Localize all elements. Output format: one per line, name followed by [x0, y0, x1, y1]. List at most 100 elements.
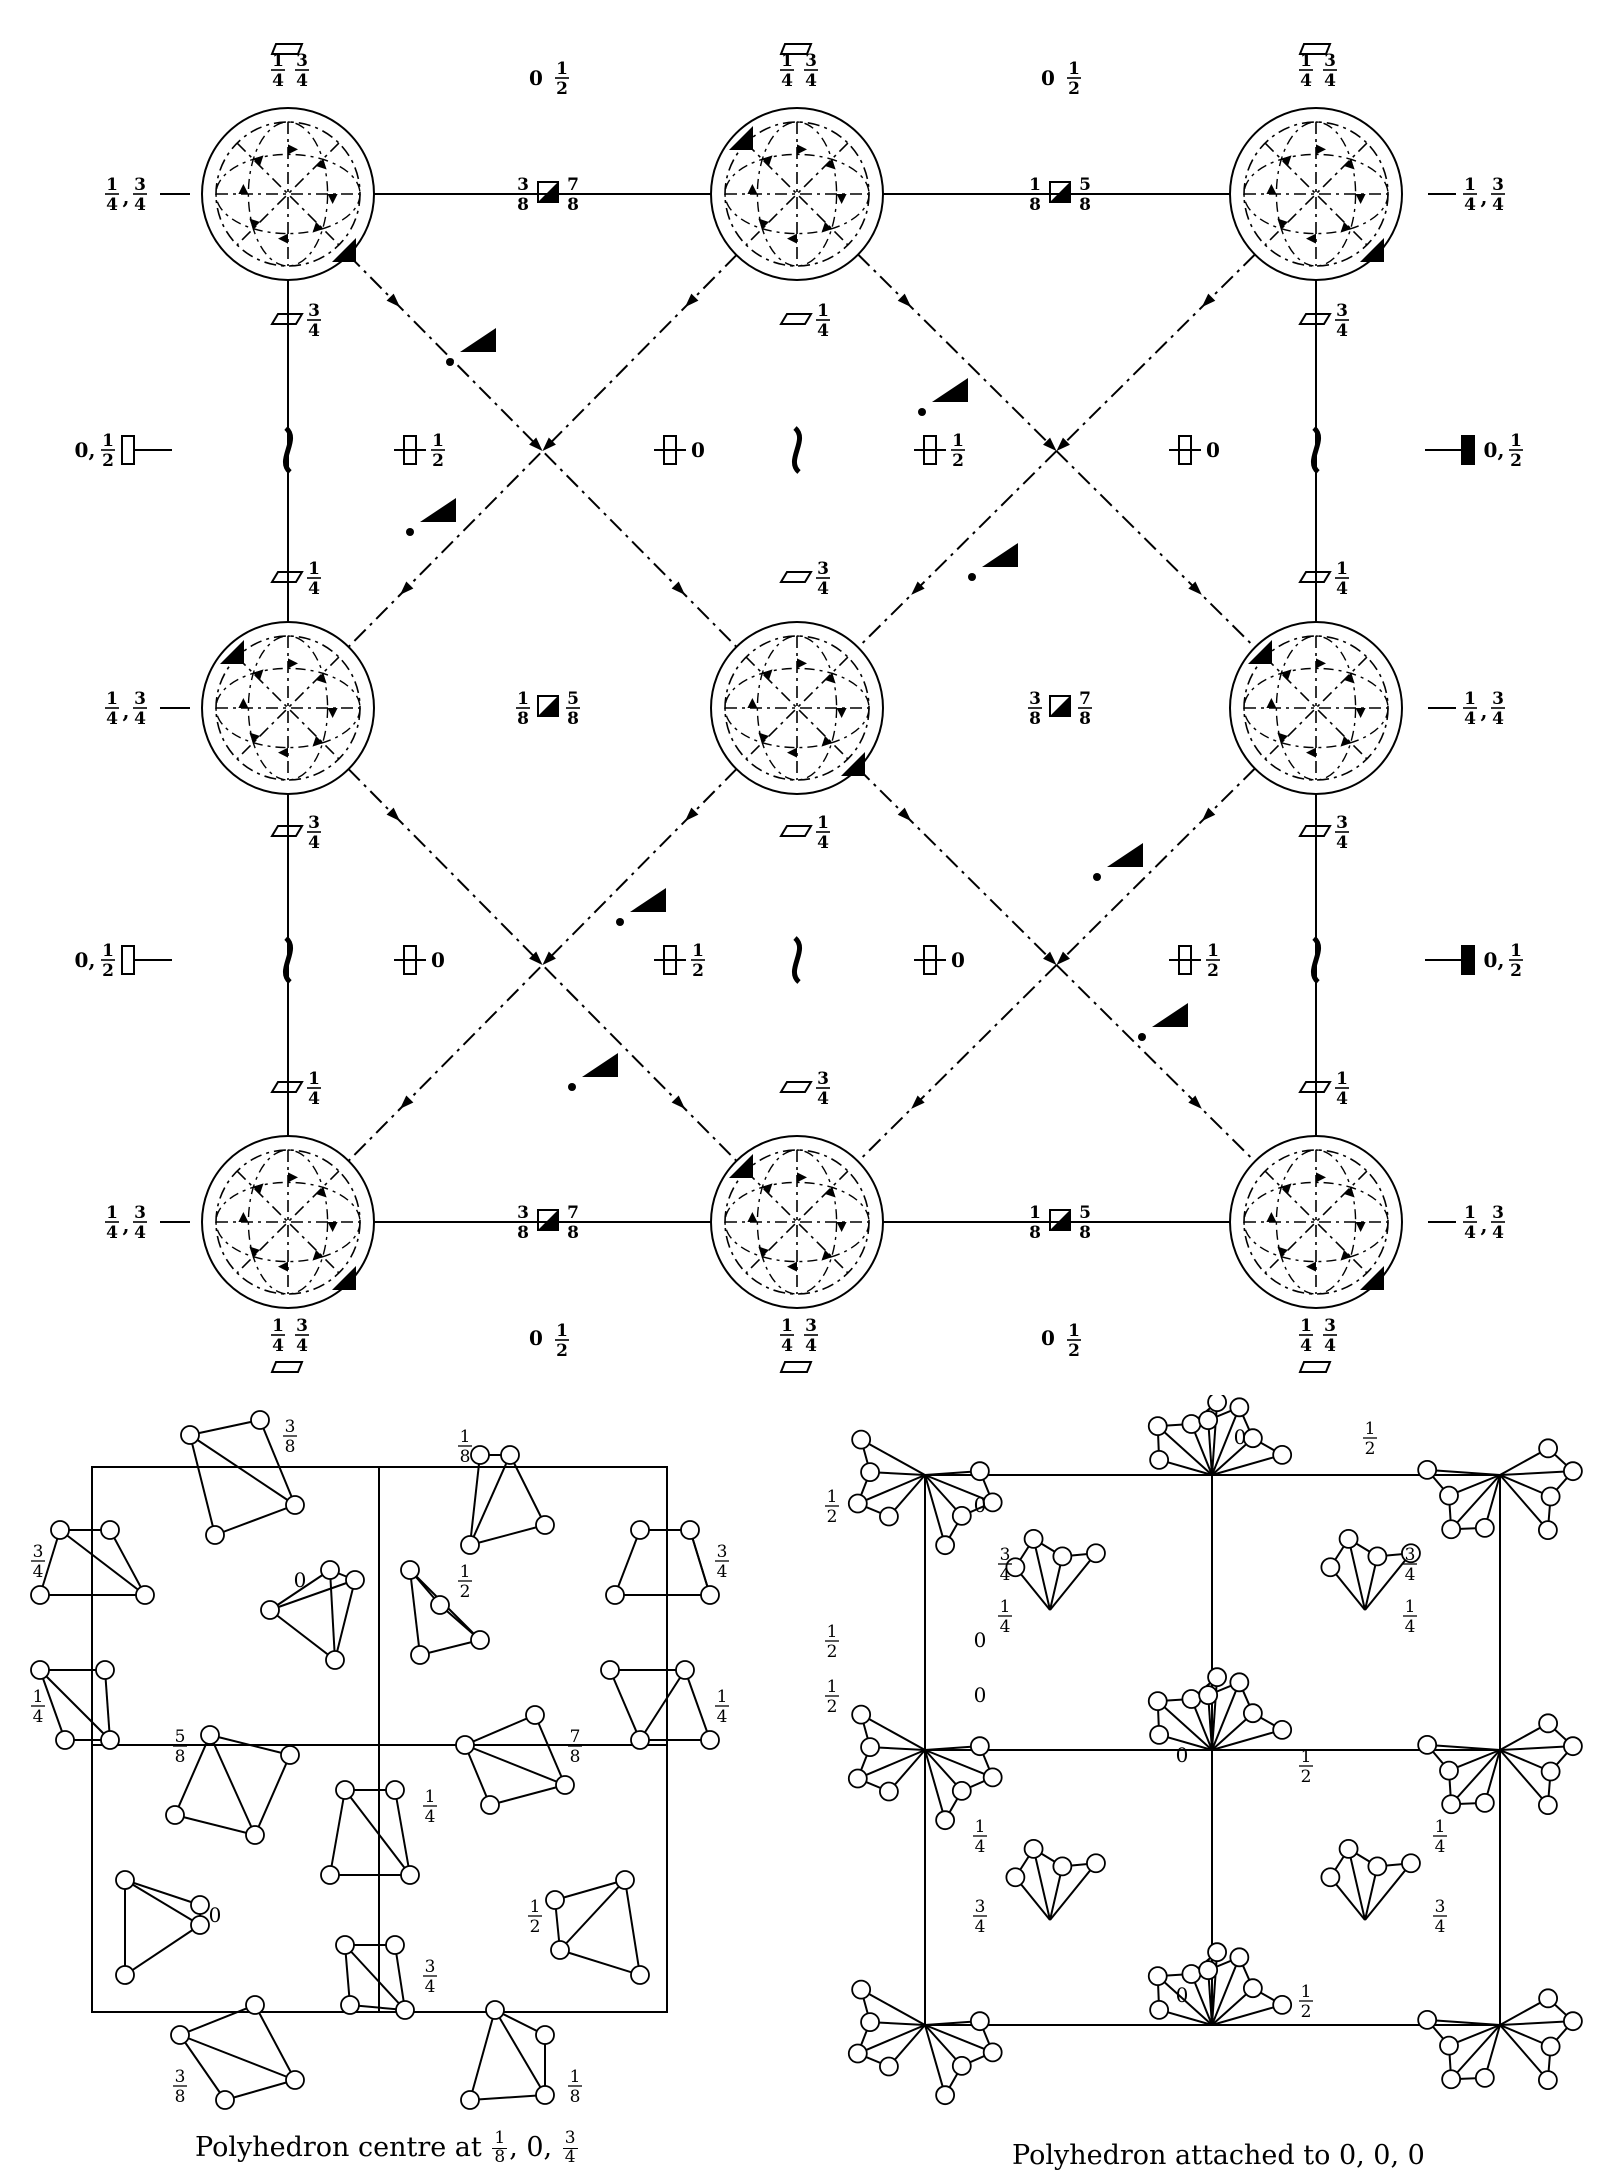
atom: [1229, 1947, 1250, 1968]
atom: [1086, 1853, 1106, 1874]
atom: [1562, 1461, 1583, 1482]
height-label: 34: [816, 559, 830, 599]
mirror-symbol: [1461, 435, 1475, 465]
numerator: 1: [1464, 175, 1476, 195]
stereogram-arrow: [787, 747, 797, 758]
atom: [485, 2000, 505, 2020]
numerator: 1: [530, 1897, 541, 1917]
triangle-marker: [1248, 640, 1272, 664]
attached-polyhedron: [1147, 1942, 1227, 2026]
polyhedron-edge: [1499, 2024, 1549, 2081]
arrow-head: [529, 951, 543, 965]
atom: [600, 1660, 620, 1680]
polyhedron-edge: [1364, 1862, 1412, 1921]
height-label: 34: [31, 1542, 45, 1582]
atom: [951, 2055, 972, 2076]
polyhedron-edge: [1499, 1749, 1549, 1806]
numerator: 1: [827, 1677, 838, 1697]
axis-point: [446, 358, 454, 366]
denominator: 4: [134, 709, 146, 729]
atom: [1207, 1942, 1227, 1963]
denominator: 2: [827, 1642, 838, 1662]
denominator: 8: [567, 709, 579, 729]
denominator: 4: [817, 579, 829, 599]
comma: ,: [1481, 1213, 1488, 1237]
height-value: 0: [294, 1568, 307, 1592]
octahedron-chain: [180, 1410, 305, 1545]
atom: [320, 1865, 340, 1885]
stereogram-arrow: [288, 1172, 298, 1183]
numerator: 3: [1492, 689, 1504, 709]
atom: [190, 1895, 210, 1915]
atom: [1242, 1428, 1263, 1449]
stereogram-arc: [724, 1181, 870, 1263]
mirror-symbol: [121, 945, 135, 975]
atom: [170, 2025, 190, 2045]
numerator: 1: [556, 59, 568, 79]
stereogram-arrow: [238, 184, 249, 194]
arrow-head: [1043, 437, 1057, 451]
atom: [1272, 1994, 1293, 2015]
attached-polyhedron: [1499, 1988, 1583, 2090]
height-label: 38: [283, 1417, 297, 1457]
polyhedron-edge: [857, 1474, 926, 1505]
atom: [30, 1660, 50, 1680]
stereogram-arrow: [278, 1261, 288, 1272]
octahedron-chain: [460, 1445, 555, 1555]
glide-plane-symbol: [1298, 825, 1332, 837]
numerator: 3: [717, 1542, 728, 1562]
atom: [1537, 1795, 1558, 1815]
attached-polyhedron: [1198, 1397, 1293, 1476]
comma: ,: [1481, 699, 1488, 723]
atom: [860, 2012, 880, 2033]
arrow-head: [1056, 437, 1070, 451]
height-label: 12: [825, 1677, 839, 1717]
atom: [1181, 1414, 1202, 1434]
atom: [1401, 1853, 1421, 1874]
numerator: 1: [1405, 1597, 1416, 1617]
denominator: 2: [1510, 961, 1522, 981]
height-zero: 0,: [1484, 948, 1505, 972]
stereogram-arc: [756, 121, 838, 267]
attached-polyhedron: [1417, 2010, 1501, 2090]
numerator: 1: [556, 1321, 568, 1341]
octahedron-chain: [335, 1935, 415, 2020]
stereogram-arrow: [327, 194, 338, 204]
atom: [851, 1704, 872, 1725]
height-zero: 0: [1206, 438, 1220, 462]
numerator: 1: [1301, 1982, 1312, 2002]
denominator: 2: [1207, 961, 1219, 981]
height-zero: 0,: [75, 438, 96, 462]
octahedron-chain: [260, 1560, 365, 1670]
height-label: 34: [307, 813, 321, 853]
box-fill: [1050, 1210, 1070, 1230]
atom: [335, 1935, 355, 1955]
stereogram-axis: [745, 656, 849, 760]
inner-polyhedron: [1320, 1838, 1421, 1921]
height-label: 0: [1176, 1743, 1189, 1767]
height-label: 14: [1335, 1069, 1349, 1109]
attached-polyhedron: [847, 1979, 926, 2077]
attached-polyhedron: [1198, 1947, 1293, 2026]
stereogram-arrow: [288, 144, 298, 155]
atom: [1320, 1557, 1341, 1578]
atom: [115, 1870, 135, 1890]
height-eighth: 38: [516, 175, 530, 215]
polyhedron-edge: [614, 1529, 641, 1596]
box-fill: [538, 182, 558, 202]
atom: [1441, 2069, 1462, 2090]
denominator: 2: [827, 1697, 838, 1717]
polyhedron-edge: [609, 1669, 641, 1741]
stereogram-arc: [215, 153, 361, 235]
glide-plane-symbol: [779, 825, 813, 837]
polyhedron-edge: [1364, 1552, 1412, 1611]
polyhedron-edge: [39, 1529, 61, 1596]
comma: ,: [123, 185, 130, 209]
attached-polyhedron: [1147, 1667, 1227, 1751]
atom: [1023, 1838, 1044, 1859]
polyhedron-edge: [857, 1749, 926, 1780]
stereogram-arrow: [1316, 1172, 1326, 1183]
